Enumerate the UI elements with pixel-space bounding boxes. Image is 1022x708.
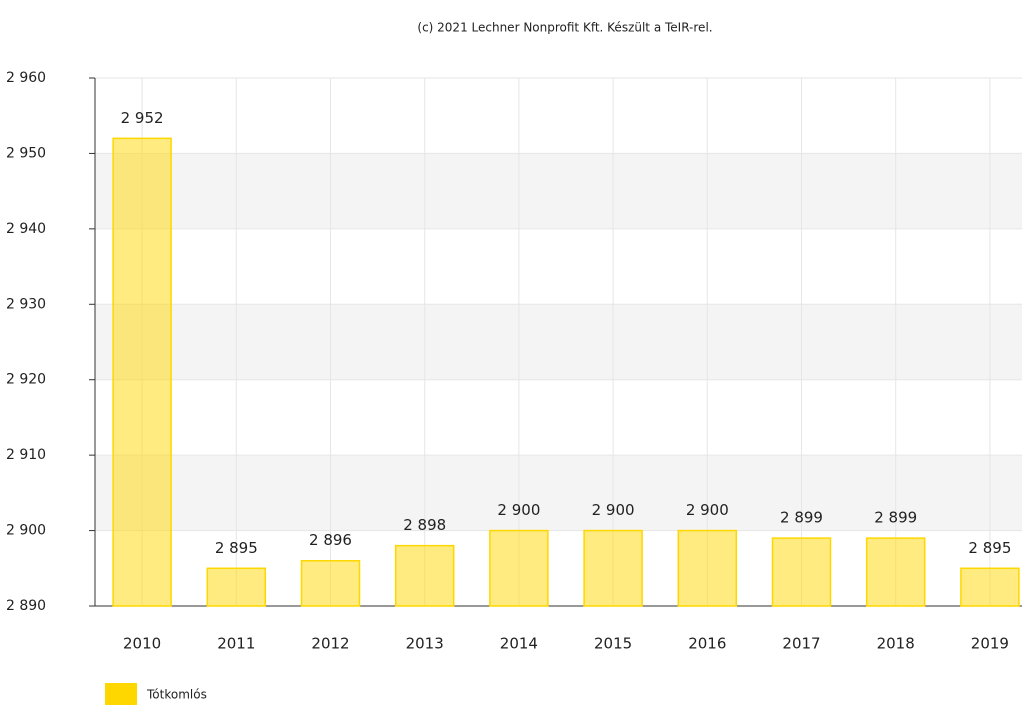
x-tick-label: 2019 [971, 635, 1009, 653]
data-label: 2 900 [592, 501, 635, 519]
y-tick-label: 2 930 [6, 296, 46, 312]
x-tick-label: 2018 [877, 635, 915, 653]
y-tick-label: 2 890 [6, 598, 46, 614]
y-tick-label: 2 910 [6, 447, 46, 463]
y-tick-label: 2 960 [6, 70, 46, 86]
x-tick-label: 2010 [123, 635, 161, 653]
x-tick-label: 2016 [688, 635, 726, 653]
bar [677, 529, 738, 607]
data-label: 2 896 [309, 531, 352, 549]
bar [206, 567, 267, 607]
x-tick-label: 2017 [782, 635, 820, 653]
bar [865, 537, 926, 607]
data-label: 2 898 [403, 516, 446, 534]
x-tick-label: 2012 [311, 635, 349, 653]
data-label: 2 899 [780, 509, 823, 527]
data-label: 2 900 [686, 501, 729, 519]
data-label: 2 900 [497, 501, 540, 519]
bar [771, 537, 832, 607]
bar [112, 137, 172, 607]
chart-title: (c) 2021 Lechner Nonprofit Kft. Készült … [417, 21, 712, 35]
data-label: 2 899 [874, 509, 917, 527]
data-label: 2 895 [968, 539, 1011, 557]
legend-swatch [105, 683, 137, 705]
bar [300, 559, 361, 607]
x-tick-label: 2011 [217, 635, 255, 653]
grid-band [95, 304, 1022, 380]
y-tick-label: 2 950 [6, 145, 46, 161]
bar [489, 529, 549, 607]
bar [394, 544, 455, 607]
x-tick-label: 2013 [406, 635, 444, 653]
x-tick-label: 2015 [594, 635, 632, 653]
grid-band [95, 153, 1022, 229]
legend-label: Tótkomlós [146, 688, 207, 702]
y-tick-label: 2 940 [6, 221, 46, 237]
x-tick-label: 2014 [500, 635, 538, 653]
bar [960, 567, 1020, 607]
data-label: 2 952 [121, 109, 164, 127]
grid-band [95, 455, 1022, 531]
y-tick-label: 2 920 [6, 372, 46, 388]
y-tick-label: 2 900 [6, 523, 46, 539]
bar [583, 529, 643, 607]
data-label: 2 895 [215, 539, 258, 557]
